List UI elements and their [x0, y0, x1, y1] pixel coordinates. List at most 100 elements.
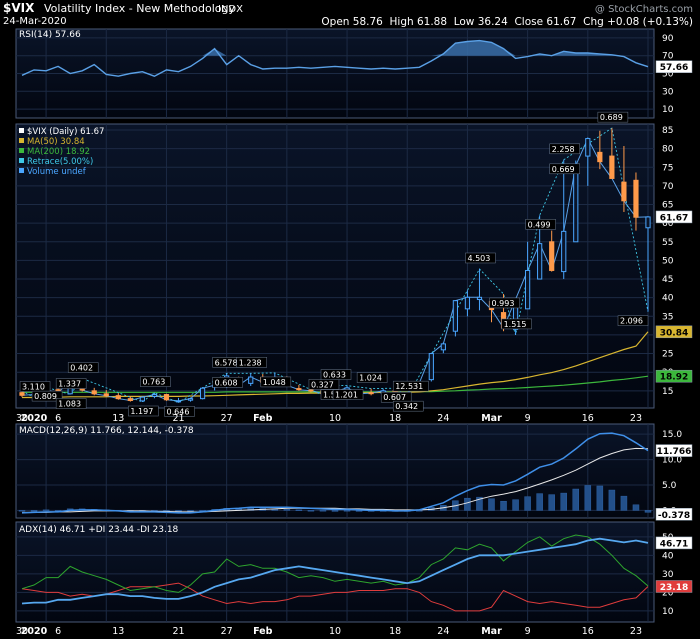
price-y-tick: 60 — [662, 219, 674, 229]
retrace-label: 0.763 — [142, 378, 165, 387]
ma200-last-tag-label: 18.92 — [660, 373, 688, 383]
retrace-label-box — [55, 378, 87, 389]
x-tick-label: 18 — [389, 626, 401, 637]
macd-histogram-bar — [476, 496, 483, 511]
candle-body — [91, 390, 97, 395]
x-tick-label: 9 — [525, 413, 531, 424]
price-panel: 8580757065605550454035302520153.1100.809… — [15, 111, 693, 417]
retrace-label: 0.402 — [70, 364, 93, 373]
retrace-label: 0.646 — [167, 407, 190, 416]
retrace-label: 0.993 — [492, 299, 515, 308]
rsi-last-tag-label: 57.66 — [660, 63, 688, 73]
adx-y-tick: 10 — [662, 607, 674, 617]
macd-histogram-bar — [536, 493, 543, 511]
x-tick-label: 30 — [16, 626, 28, 637]
macd-last-tag-box — [655, 444, 693, 457]
candle-body — [151, 394, 158, 397]
rsi-line — [21, 39, 649, 77]
retrace-label-box — [617, 315, 649, 326]
x-tick-label: 18 — [389, 413, 401, 424]
macd-legend: MACD(12,26,9) 11.766, 12.144, -0.378 — [19, 426, 194, 436]
watermark: @ StockCharts.com — [595, 4, 693, 15]
retrace-label: 0.342 — [395, 402, 418, 411]
macd-last-tag-label: 11.766 — [657, 447, 692, 457]
retrace-label: 1.197 — [130, 407, 153, 416]
price-last-tag-box — [655, 210, 693, 224]
macd-histogram-bar — [30, 510, 38, 512]
retrace-label: 2.258 — [552, 145, 575, 154]
retrace-label-box — [597, 111, 629, 123]
macd-frame — [15, 423, 655, 519]
x-tick-label: 23 — [630, 413, 642, 424]
price-y-tick: 65 — [662, 201, 673, 211]
rsi-y-tick: 10 — [662, 105, 674, 115]
retrace-label: 1.337 — [58, 380, 81, 389]
retrace-label-box — [164, 406, 195, 417]
macd-histogram-bar — [572, 488, 580, 511]
retrace-label: 0.669 — [552, 165, 575, 174]
x-tick-label: 13 — [112, 413, 124, 424]
candle-body — [573, 164, 579, 243]
x-tick-label: 10 — [329, 413, 341, 424]
macd-histogram-bar — [644, 510, 652, 513]
price-legend-swatch — [19, 128, 24, 133]
macd-histogram-bar — [560, 492, 567, 511]
retrace-label: 3.110 — [22, 383, 45, 392]
candle-body — [585, 138, 591, 157]
price-y-tick: 25 — [662, 350, 673, 360]
candle-body — [633, 179, 639, 218]
retrace-label-box — [501, 318, 532, 330]
macd-histogram-bar — [187, 510, 194, 512]
retrace-label: 1.238 — [239, 358, 262, 367]
macd-histogram-bar — [283, 509, 291, 511]
ma50-last-tag-label: 30.84 — [660, 328, 688, 338]
candle-body — [296, 388, 302, 391]
candle-body — [597, 151, 603, 163]
macd-histogram-bar — [512, 499, 519, 511]
retrace-label-box — [260, 376, 292, 388]
retrace-label: 1.024 — [359, 374, 382, 383]
candle-body — [549, 241, 555, 271]
rsi-overbought-fill — [22, 40, 648, 56]
x-tick-label: 2020 — [21, 626, 48, 637]
retrace-label: 1.083 — [58, 400, 81, 409]
candle-body — [621, 181, 627, 202]
retrace-label-box — [392, 400, 424, 412]
price-y-tick: 40 — [662, 294, 674, 304]
mdi-last-tag-label: 23.18 — [660, 583, 688, 593]
adx-last-tag-label: 46.71 — [660, 539, 688, 549]
retrace-label: 0.607 — [383, 393, 406, 402]
x-tick-label: 6 — [55, 626, 61, 637]
macd-histogram-bar — [175, 510, 182, 512]
adx-y-tick: 40 — [662, 551, 674, 561]
macd-line — [21, 432, 649, 514]
retrace-label-box — [55, 398, 87, 409]
macd-y-tick: 5.0 — [662, 481, 677, 491]
retrace-label-box — [549, 143, 580, 155]
adx-line — [21, 537, 649, 605]
price-legend-swatch — [19, 168, 24, 173]
macd-y-tick: 10.0 — [662, 456, 682, 466]
candle-body — [127, 398, 133, 402]
exchange-label: INDX — [218, 4, 243, 15]
macd-y-tick: 15.0 — [662, 430, 682, 440]
retrace-label-box — [236, 357, 267, 368]
candle-body — [452, 300, 458, 332]
macd-hist-last-tag-box — [655, 508, 693, 521]
x-tick-label: Mar — [481, 626, 502, 637]
x-tick-label: Feb — [253, 413, 273, 424]
x-tick-label: 24 — [437, 413, 449, 424]
retrace-label-box — [31, 390, 63, 402]
price-y-tick: 75 — [662, 163, 673, 173]
x-tick-label: Mar — [481, 413, 502, 424]
candle-body — [537, 243, 543, 280]
x-tick-label: 13 — [112, 626, 124, 637]
x-tick-label: 24 — [437, 626, 449, 637]
retrace-label: 1.048 — [263, 378, 286, 387]
price-y-tick: 35 — [662, 312, 673, 322]
retrace-label-box — [549, 163, 580, 175]
candle-body — [525, 269, 531, 310]
